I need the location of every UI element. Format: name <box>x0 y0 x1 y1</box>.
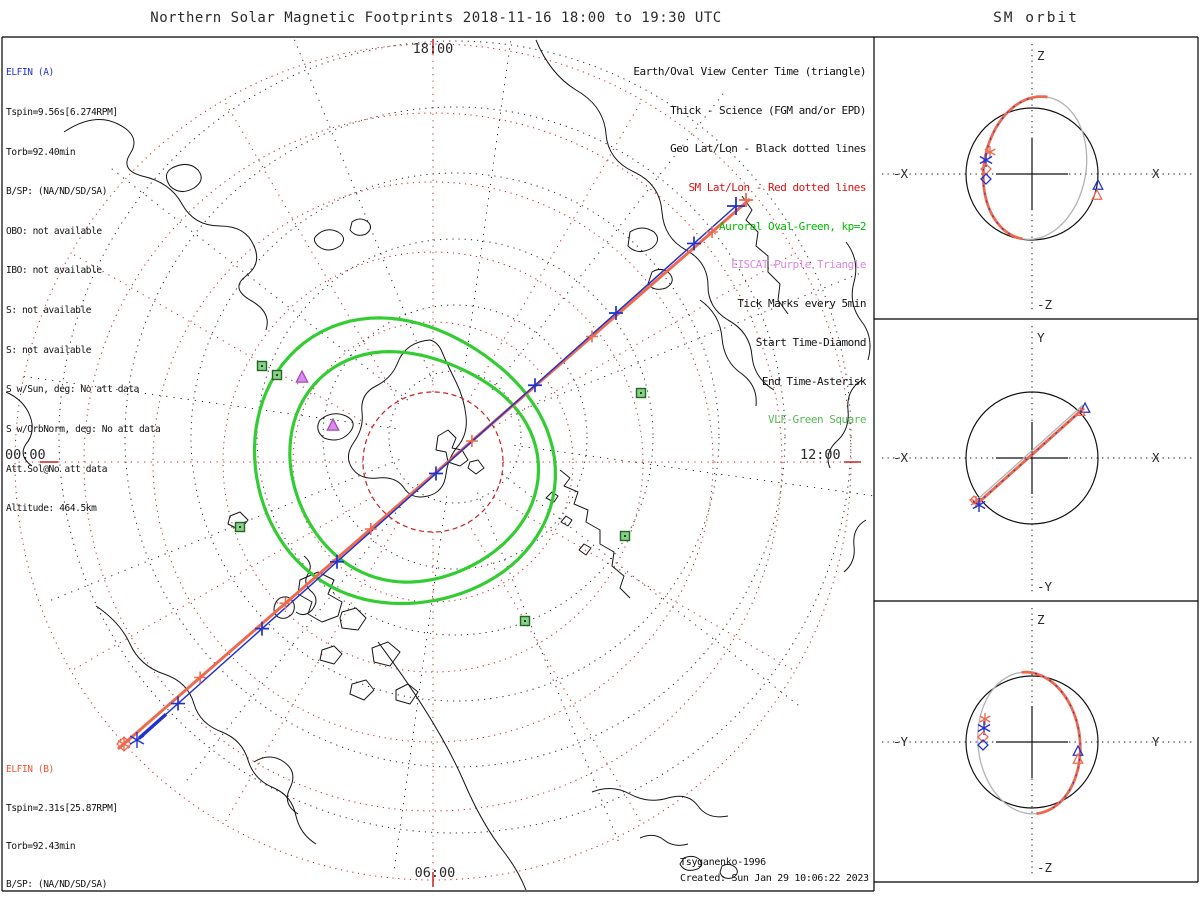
legend-line: Thick - Science (FGM and/or EPD) <box>670 103 866 117</box>
elfin-a-name: ELFIN (A) <box>6 67 54 79</box>
svg-text:-X: -X <box>893 450 909 465</box>
svg-text:-Z: -Z <box>1037 297 1053 312</box>
info-line: Altitude: 464.5km <box>6 503 97 515</box>
legend-line: Earth/Oval View Center Time (triangle) <box>633 64 866 78</box>
legend-line: Start Time-Diamond <box>755 335 867 349</box>
info-line: Torb=92.43min <box>6 840 76 852</box>
model-label: Tsyganenko-1996 <box>680 857 766 868</box>
created-timestamp: Created: Sun Jan 29 10:06:22 2023 <box>680 873 869 884</box>
legend-line: SM Lat/Lon - Red dotted lines <box>688 180 866 194</box>
elfin-b-info: ELFIN (B) Tspin=2.31s[25.87RPM] Torb=92.… <box>6 739 160 900</box>
svg-text:Z: Z <box>1037 48 1045 63</box>
info-line: Att.Sol@No att data <box>6 463 108 475</box>
svg-text:-Y: -Y <box>893 734 909 749</box>
info-line: B/SP: (NA/ND/SD/SA) <box>6 186 108 198</box>
sm-orbit-title: SM orbit <box>993 10 1079 26</box>
legend-line: Auroral Oval-Green, kp=2 <box>719 219 866 233</box>
info-line: Tspin=9.56s[6.274RPM] <box>6 107 118 119</box>
svg-text:X: X <box>1152 166 1160 181</box>
info-line: OBO: not available <box>6 225 102 237</box>
info-line: S w/Sun, deg: No att data <box>6 384 139 396</box>
legend-line: VLF-Green Square <box>768 413 866 427</box>
info-line: IBO: not available <box>6 265 102 277</box>
map-time-label-12: 12:00 <box>800 447 841 463</box>
legend-line: End Time-Asterisk <box>761 374 867 388</box>
map-time-label-00: 00:00 <box>5 447 46 463</box>
svg-text:Y: Y <box>1037 330 1045 345</box>
svg-text:Z: Z <box>1037 612 1045 627</box>
svg-text:-Y: -Y <box>1037 579 1053 594</box>
info-line: S w/OrbNorm, deg: No att data <box>6 423 161 435</box>
map-legend: Earth/Oval View Center Time (triangle) T… <box>633 40 866 453</box>
svg-text:X: X <box>1152 450 1160 465</box>
info-line: B/SP: (NA/ND/SD/SA) <box>6 878 108 890</box>
svg-text:-X: -X <box>893 166 909 181</box>
elfin-a-info: ELFIN (A) Tspin=9.56s[6.274RPM] Torb=92.… <box>6 40 161 542</box>
map-time-label-18: 18:00 <box>412 41 454 57</box>
elfin-b-name: ELFIN (B) <box>6 764 54 776</box>
sm-orbit-panel: Y -Y -X X <box>882 326 1192 594</box>
info-line: Tspin=2.31s[25.87RPM] <box>6 802 118 814</box>
polar-map <box>5 38 873 890</box>
svg-text:Y: Y <box>1152 734 1160 749</box>
svg-text:-Z: -Z <box>1037 860 1053 875</box>
sm-orbit-panel: Z -Z -Y Y <box>882 608 1192 875</box>
map-time-label-06: 06:00 <box>414 865 456 881</box>
sm-orbit-panel: Z -Z -X X <box>882 44 1192 312</box>
legend-line: Tick Marks every 5min <box>737 297 866 311</box>
page-title: Northern Solar Magnetic Footprints 2018-… <box>150 10 722 26</box>
info-line: S: not available <box>6 344 92 356</box>
legend-line: EISCAT-Purple Triangle <box>731 258 866 272</box>
info-line: Torb=92.40min <box>6 146 76 158</box>
legend-line: Geo Lat/Lon - Black dotted lines <box>670 142 866 156</box>
info-line: S: not available <box>6 305 92 317</box>
